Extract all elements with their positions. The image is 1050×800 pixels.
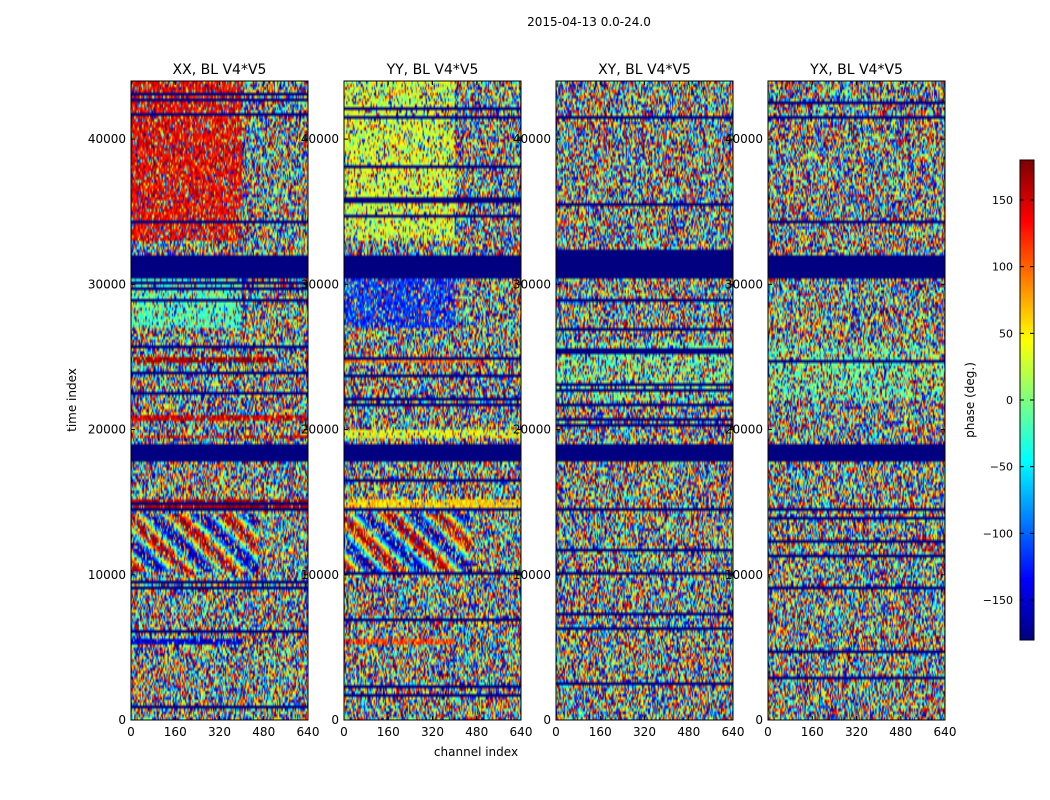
heatmap-image-xy xyxy=(556,81,733,720)
y-tick-label: 40000 xyxy=(725,132,763,146)
x-tick-label: 160 xyxy=(164,725,187,739)
y-tick-label: 0 xyxy=(543,713,551,727)
y-tick-label: 40000 xyxy=(301,132,339,146)
y-tick-label: 0 xyxy=(118,713,126,727)
colorbar-tick-label: 100 xyxy=(992,261,1013,274)
x-tick-label: 0 xyxy=(552,725,560,739)
y-tick-label: 20000 xyxy=(513,423,551,437)
panel-title-xy: XY, BL V4*V5 xyxy=(598,62,691,78)
y-tick-label: 0 xyxy=(331,713,339,727)
colorbar-label: phase (deg.) xyxy=(963,362,977,438)
colorbar-tick-label: 50 xyxy=(999,327,1013,340)
heatmap-panel-yy: YY, BL V4*V5 0 160 320 480 640 0 10000 20000 3000… xyxy=(301,62,533,739)
colorbar-tick-label: −50 xyxy=(990,461,1013,474)
y-tick-label: 30000 xyxy=(725,277,763,291)
x-tick-label: 480 xyxy=(465,725,488,739)
heatmap-panel-xy: XY, BL V4*V5 0 160 320 480 640 0 10000 20000 3000… xyxy=(513,62,745,739)
panel-title-xx: XX, BL V4*V5 xyxy=(173,62,267,78)
x-tick-label: 640 xyxy=(510,725,533,739)
y-tick-label: 10000 xyxy=(301,568,339,582)
panels-group: XX, BL V4*V5 0 160 320 480 640 0 10000 20000 3000… xyxy=(88,62,957,739)
colorbar-tick-label: 150 xyxy=(992,194,1013,207)
x-tick-label: 0 xyxy=(127,725,135,739)
panel-title-yy: YY, BL V4*V5 xyxy=(386,62,479,78)
panel-title-yx: YX, BL V4*V5 xyxy=(809,62,903,78)
y-tick-label: 10000 xyxy=(88,568,126,582)
heatmap-image-yy xyxy=(344,81,521,720)
y-tick-label: 20000 xyxy=(725,423,763,437)
colorbar-tick-label: −150 xyxy=(983,594,1013,607)
y-tick-label: 30000 xyxy=(513,277,551,291)
y-axis-label: time index xyxy=(65,368,79,432)
x-tick-label: 320 xyxy=(421,725,444,739)
y-tick-label: 10000 xyxy=(513,568,551,582)
x-tick-label: 320 xyxy=(208,725,231,739)
colorbar-gradient xyxy=(1020,160,1034,640)
y-tick-label: 40000 xyxy=(88,132,126,146)
colorbar-tick-label: −100 xyxy=(983,527,1013,540)
y-tick-label: 30000 xyxy=(301,277,339,291)
x-axis-label: channel index xyxy=(434,745,518,759)
heatmap-image-xx xyxy=(131,81,308,720)
y-tick-label: 40000 xyxy=(513,132,551,146)
x-tick-label: 640 xyxy=(722,725,745,739)
x-tick-label: 640 xyxy=(934,725,957,739)
x-tick-label: 160 xyxy=(589,725,612,739)
x-tick-label: 320 xyxy=(845,725,868,739)
x-tick-label: 480 xyxy=(889,725,912,739)
figure-suptitle: 2015-04-13 0.0-24.0 xyxy=(527,15,651,29)
heatmap-panel-xx: XX, BL V4*V5 0 160 320 480 640 0 10000 20000 3000… xyxy=(88,62,320,739)
x-tick-label: 160 xyxy=(377,725,400,739)
y-tick-label: 20000 xyxy=(301,423,339,437)
heatmap-image-yx xyxy=(768,81,945,720)
x-tick-label: 640 xyxy=(297,725,320,739)
x-tick-label: 0 xyxy=(764,725,772,739)
colorbar-tick-label: 0 xyxy=(1006,394,1013,407)
colorbar: −150 −100 −50 0 50 100 150 xyxy=(983,159,1035,641)
y-tick-label: 10000 xyxy=(725,568,763,582)
x-tick-label: 480 xyxy=(677,725,700,739)
y-tick-label: 30000 xyxy=(88,277,126,291)
heatmap-panel-yx: YX, BL V4*V5 0 160 320 480 640 0 10000 20000 3000… xyxy=(725,62,957,739)
y-tick-label: 20000 xyxy=(88,423,126,437)
x-tick-label: 0 xyxy=(340,725,348,739)
y-tick-label: 0 xyxy=(755,713,763,727)
x-tick-label: 160 xyxy=(801,725,824,739)
x-tick-label: 480 xyxy=(252,725,275,739)
x-tick-label: 320 xyxy=(633,725,656,739)
